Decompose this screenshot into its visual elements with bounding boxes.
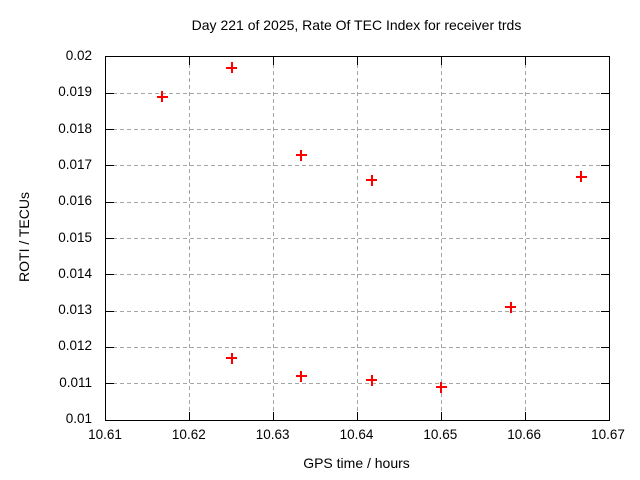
y-tick-mark (106, 201, 114, 203)
x-tick-mark (440, 412, 442, 420)
data-point-marker (226, 62, 238, 74)
plus-marker-vbar (230, 352, 233, 364)
x-gridline (440, 57, 442, 420)
y-tick-mark (601, 238, 609, 239)
data-point-marker (156, 91, 168, 103)
y-tick-label: 0.02 (65, 48, 92, 63)
y-tick-mark (601, 310, 609, 312)
y-tick-mark (601, 92, 609, 94)
y-tick-mark (601, 129, 609, 131)
data-point-marker (435, 381, 447, 393)
data-point-marker (295, 149, 307, 161)
x-gridline (189, 57, 191, 420)
plus-marker-vbar (509, 301, 512, 313)
x-tick-label: 10.61 (88, 427, 122, 442)
data-point-marker (505, 301, 517, 313)
chart-title: Day 221 of 2025, Rate Of TEC Index for r… (191, 17, 522, 33)
y-tick-label: 0.016 (58, 193, 92, 209)
plus-marker-vbar (370, 374, 373, 386)
y-tick-label: 0.019 (58, 84, 92, 100)
y-tick-mark (106, 129, 114, 131)
x-tick-label: 10.64 (339, 427, 374, 442)
x-tick-mark (189, 412, 191, 420)
plus-marker-vbar (230, 62, 233, 74)
y-tick-mark (106, 274, 114, 276)
x-tick-mark (273, 57, 275, 65)
x-tick-label: 10.63 (255, 427, 290, 442)
plus-marker-vbar (300, 370, 303, 382)
data-point-marker (366, 374, 378, 386)
x-tick-label: 10.62 (171, 427, 206, 442)
y-tick-label: 0.012 (58, 338, 92, 354)
x-gridline (357, 57, 358, 420)
y-tick-label: 0.015 (58, 229, 92, 245)
x-axis-title: GPS time / hours (303, 455, 410, 471)
plus-marker-vbar (370, 174, 373, 186)
y-tick-mark (106, 165, 114, 167)
y-tick-mark (601, 274, 609, 276)
data-point-marker (295, 370, 307, 382)
plus-marker-vbar (580, 171, 583, 183)
x-gridline (273, 57, 275, 420)
plus-marker-vbar (300, 149, 303, 161)
data-point-marker (575, 171, 587, 183)
x-tick-mark (273, 412, 275, 420)
plus-marker-vbar (440, 381, 443, 393)
y-tick-label: 0.013 (58, 302, 92, 318)
x-tick-mark (189, 57, 191, 65)
y-tick-label: 0.01 (65, 411, 92, 426)
x-tick-label: 10.66 (507, 427, 542, 442)
y-tick-label: 0.014 (58, 265, 92, 281)
plus-marker-vbar (161, 91, 164, 103)
x-tick-mark (524, 412, 526, 420)
y-tick-mark (601, 165, 609, 167)
y-tick-mark (601, 346, 609, 348)
y-tick-mark (106, 383, 114, 385)
y-tick-label: 0.017 (58, 156, 92, 172)
x-tick-mark (524, 57, 526, 65)
x-tick-label: 10.65 (423, 427, 458, 442)
y-tick-label: 0.018 (58, 120, 92, 136)
y-tick-mark (106, 346, 114, 348)
x-tick-mark (440, 57, 442, 65)
data-point-marker (366, 174, 378, 186)
plot-area (105, 56, 610, 421)
data-point-marker (226, 352, 238, 364)
x-gridline (524, 57, 526, 420)
y-tick-mark (106, 310, 114, 312)
x-tick-mark (357, 57, 358, 65)
y-tick-label: 0.011 (59, 374, 92, 390)
y-tick-mark (106, 238, 114, 239)
y-tick-mark (601, 201, 609, 203)
x-tick-label: 10.67 (591, 427, 625, 442)
y-tick-mark (106, 92, 114, 94)
x-tick-mark (357, 412, 358, 420)
y-tick-mark (601, 383, 609, 385)
